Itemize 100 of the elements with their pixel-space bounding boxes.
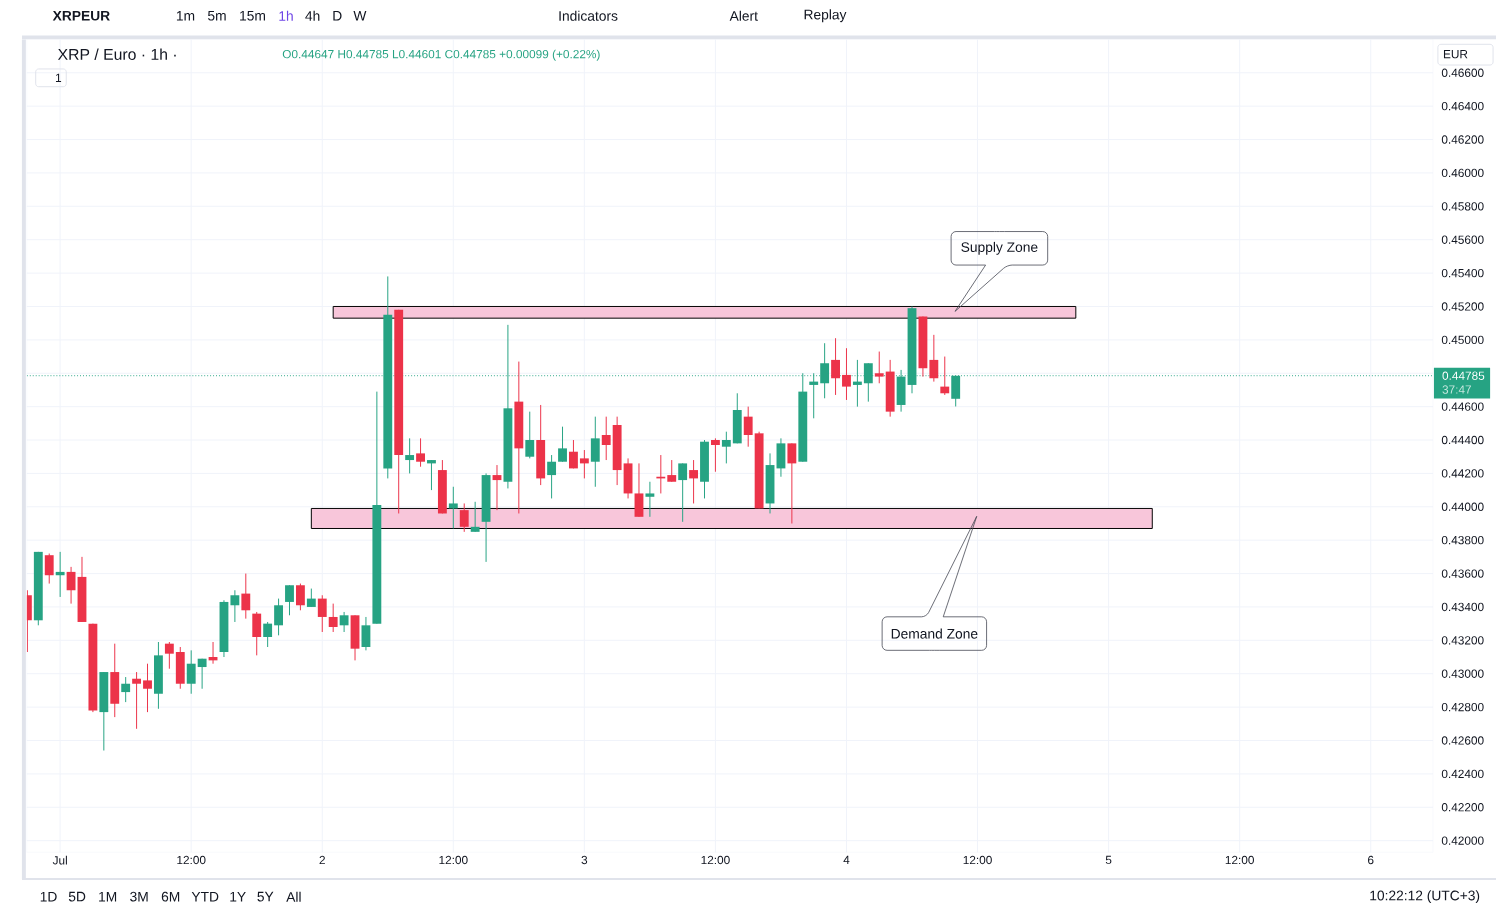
candlestick xyxy=(547,454,557,499)
candlestick xyxy=(241,572,251,619)
y-tick-label: 0.42600 xyxy=(1441,736,1484,745)
y-tick-label: 0.44600 xyxy=(1441,402,1484,411)
candlestick xyxy=(230,589,240,623)
y-axis-title: EUR xyxy=(1443,49,1468,59)
candlestick xyxy=(405,437,415,474)
y-tick-label: 0.44000 xyxy=(1441,502,1484,511)
candlestick xyxy=(492,464,502,511)
candlestick xyxy=(295,582,305,611)
y-tick-label: 0.44200 xyxy=(1441,469,1484,478)
y-tick-label: 0.46400 xyxy=(1441,101,1484,111)
candlestick xyxy=(612,415,622,486)
candlestick xyxy=(885,359,895,417)
candlestick xyxy=(197,657,207,690)
y-tick-label: 0.46000 xyxy=(1441,168,1484,177)
candlestick xyxy=(252,611,262,656)
candlestick xyxy=(33,551,43,626)
candlestick xyxy=(427,459,436,491)
candlestick xyxy=(88,622,98,713)
candlestick xyxy=(306,587,316,608)
candlestick xyxy=(754,430,764,509)
x-tick-label: 12:00 xyxy=(1225,855,1254,864)
text: 10:22:12 (UTC+3) xyxy=(1370,890,1480,903)
candlestick xyxy=(448,486,458,529)
candlestick xyxy=(678,462,688,523)
candlestick xyxy=(372,390,382,624)
candlestick xyxy=(459,502,469,533)
candlestick xyxy=(558,425,567,463)
candlestick xyxy=(634,462,644,518)
text: 1M xyxy=(99,891,117,902)
text: 1m xyxy=(176,10,195,21)
y-tick-label: 0.42000 xyxy=(1441,836,1484,845)
candlestick xyxy=(689,459,699,504)
annotation: Supply Zone xyxy=(961,241,1038,255)
candlestick xyxy=(842,347,851,401)
y-tick-label: 0.46200 xyxy=(1441,135,1484,144)
candlestick xyxy=(667,459,677,483)
candlestick xyxy=(317,594,327,633)
y-tick-label: 0.44400 xyxy=(1441,435,1484,444)
candlestick xyxy=(831,337,840,396)
candlestick xyxy=(700,439,709,499)
y-tick-label: 0.43400 xyxy=(1441,602,1484,611)
candlestick xyxy=(339,611,349,633)
candlestick xyxy=(285,584,294,616)
candlestick xyxy=(164,641,174,670)
text: 15m xyxy=(240,10,265,21)
candlestick xyxy=(590,415,600,488)
text: Replay xyxy=(804,9,847,22)
y-tick-label: 0.42800 xyxy=(1441,702,1484,712)
candlestick xyxy=(219,599,229,658)
y-tick-label: 0.42200 xyxy=(1441,802,1484,812)
text: YTD xyxy=(191,891,219,902)
x-tick-label: 6 xyxy=(1368,855,1374,864)
candlestick xyxy=(743,405,753,447)
candlestick xyxy=(274,597,284,636)
candlestick xyxy=(525,410,535,459)
text: 1h xyxy=(279,10,293,21)
text: XRPEUR xyxy=(52,10,110,21)
x-tick-label: 12:00 xyxy=(701,855,730,864)
candlestick xyxy=(918,315,928,377)
text: W xyxy=(353,10,367,21)
candlestick xyxy=(361,616,371,651)
candlestick xyxy=(710,437,720,473)
text: 5Y xyxy=(257,891,274,902)
candlestick xyxy=(929,334,939,382)
candlestick xyxy=(350,614,360,661)
x-tick-label: 2 xyxy=(319,855,325,864)
y-tick-label: 0.43800 xyxy=(1441,535,1484,545)
y-tick-label: 0.45400 xyxy=(1441,268,1484,278)
x-tick-label: Jul xyxy=(52,855,67,865)
y-tick-label: 0.46600 xyxy=(1441,68,1484,77)
x-tick-label: 12:00 xyxy=(439,855,468,864)
candlestick xyxy=(721,430,731,464)
candlestick xyxy=(623,457,633,499)
candlestick xyxy=(44,552,54,584)
x-tick-label: 5 xyxy=(1105,855,1112,864)
candlestick xyxy=(874,350,884,384)
candlestick xyxy=(175,646,185,690)
candlestick xyxy=(645,481,655,518)
candlestick xyxy=(263,621,273,648)
text: O0.44647 H0.44785 L0.44601 C0.44785 +0.00099 (+0.22%) xyxy=(282,49,600,61)
text: 1D xyxy=(40,891,57,902)
text: 37:47 xyxy=(1442,385,1472,394)
candlestick xyxy=(154,641,163,710)
candlestick xyxy=(536,404,546,486)
candlestick xyxy=(99,671,109,751)
candlestick xyxy=(55,551,65,598)
candlestick xyxy=(787,442,797,524)
x-tick-label: 3 xyxy=(581,855,588,864)
candlestick xyxy=(765,452,775,514)
candlestick xyxy=(132,671,142,730)
candlestick xyxy=(77,556,87,623)
candlestick xyxy=(394,309,404,514)
x-tick-label: 12:00 xyxy=(963,855,992,864)
candlestick xyxy=(940,355,950,396)
candlestick xyxy=(470,501,480,533)
candlestick xyxy=(481,472,491,563)
y-tick-label: 0.45600 xyxy=(1441,235,1484,244)
text: 3M xyxy=(130,891,148,902)
